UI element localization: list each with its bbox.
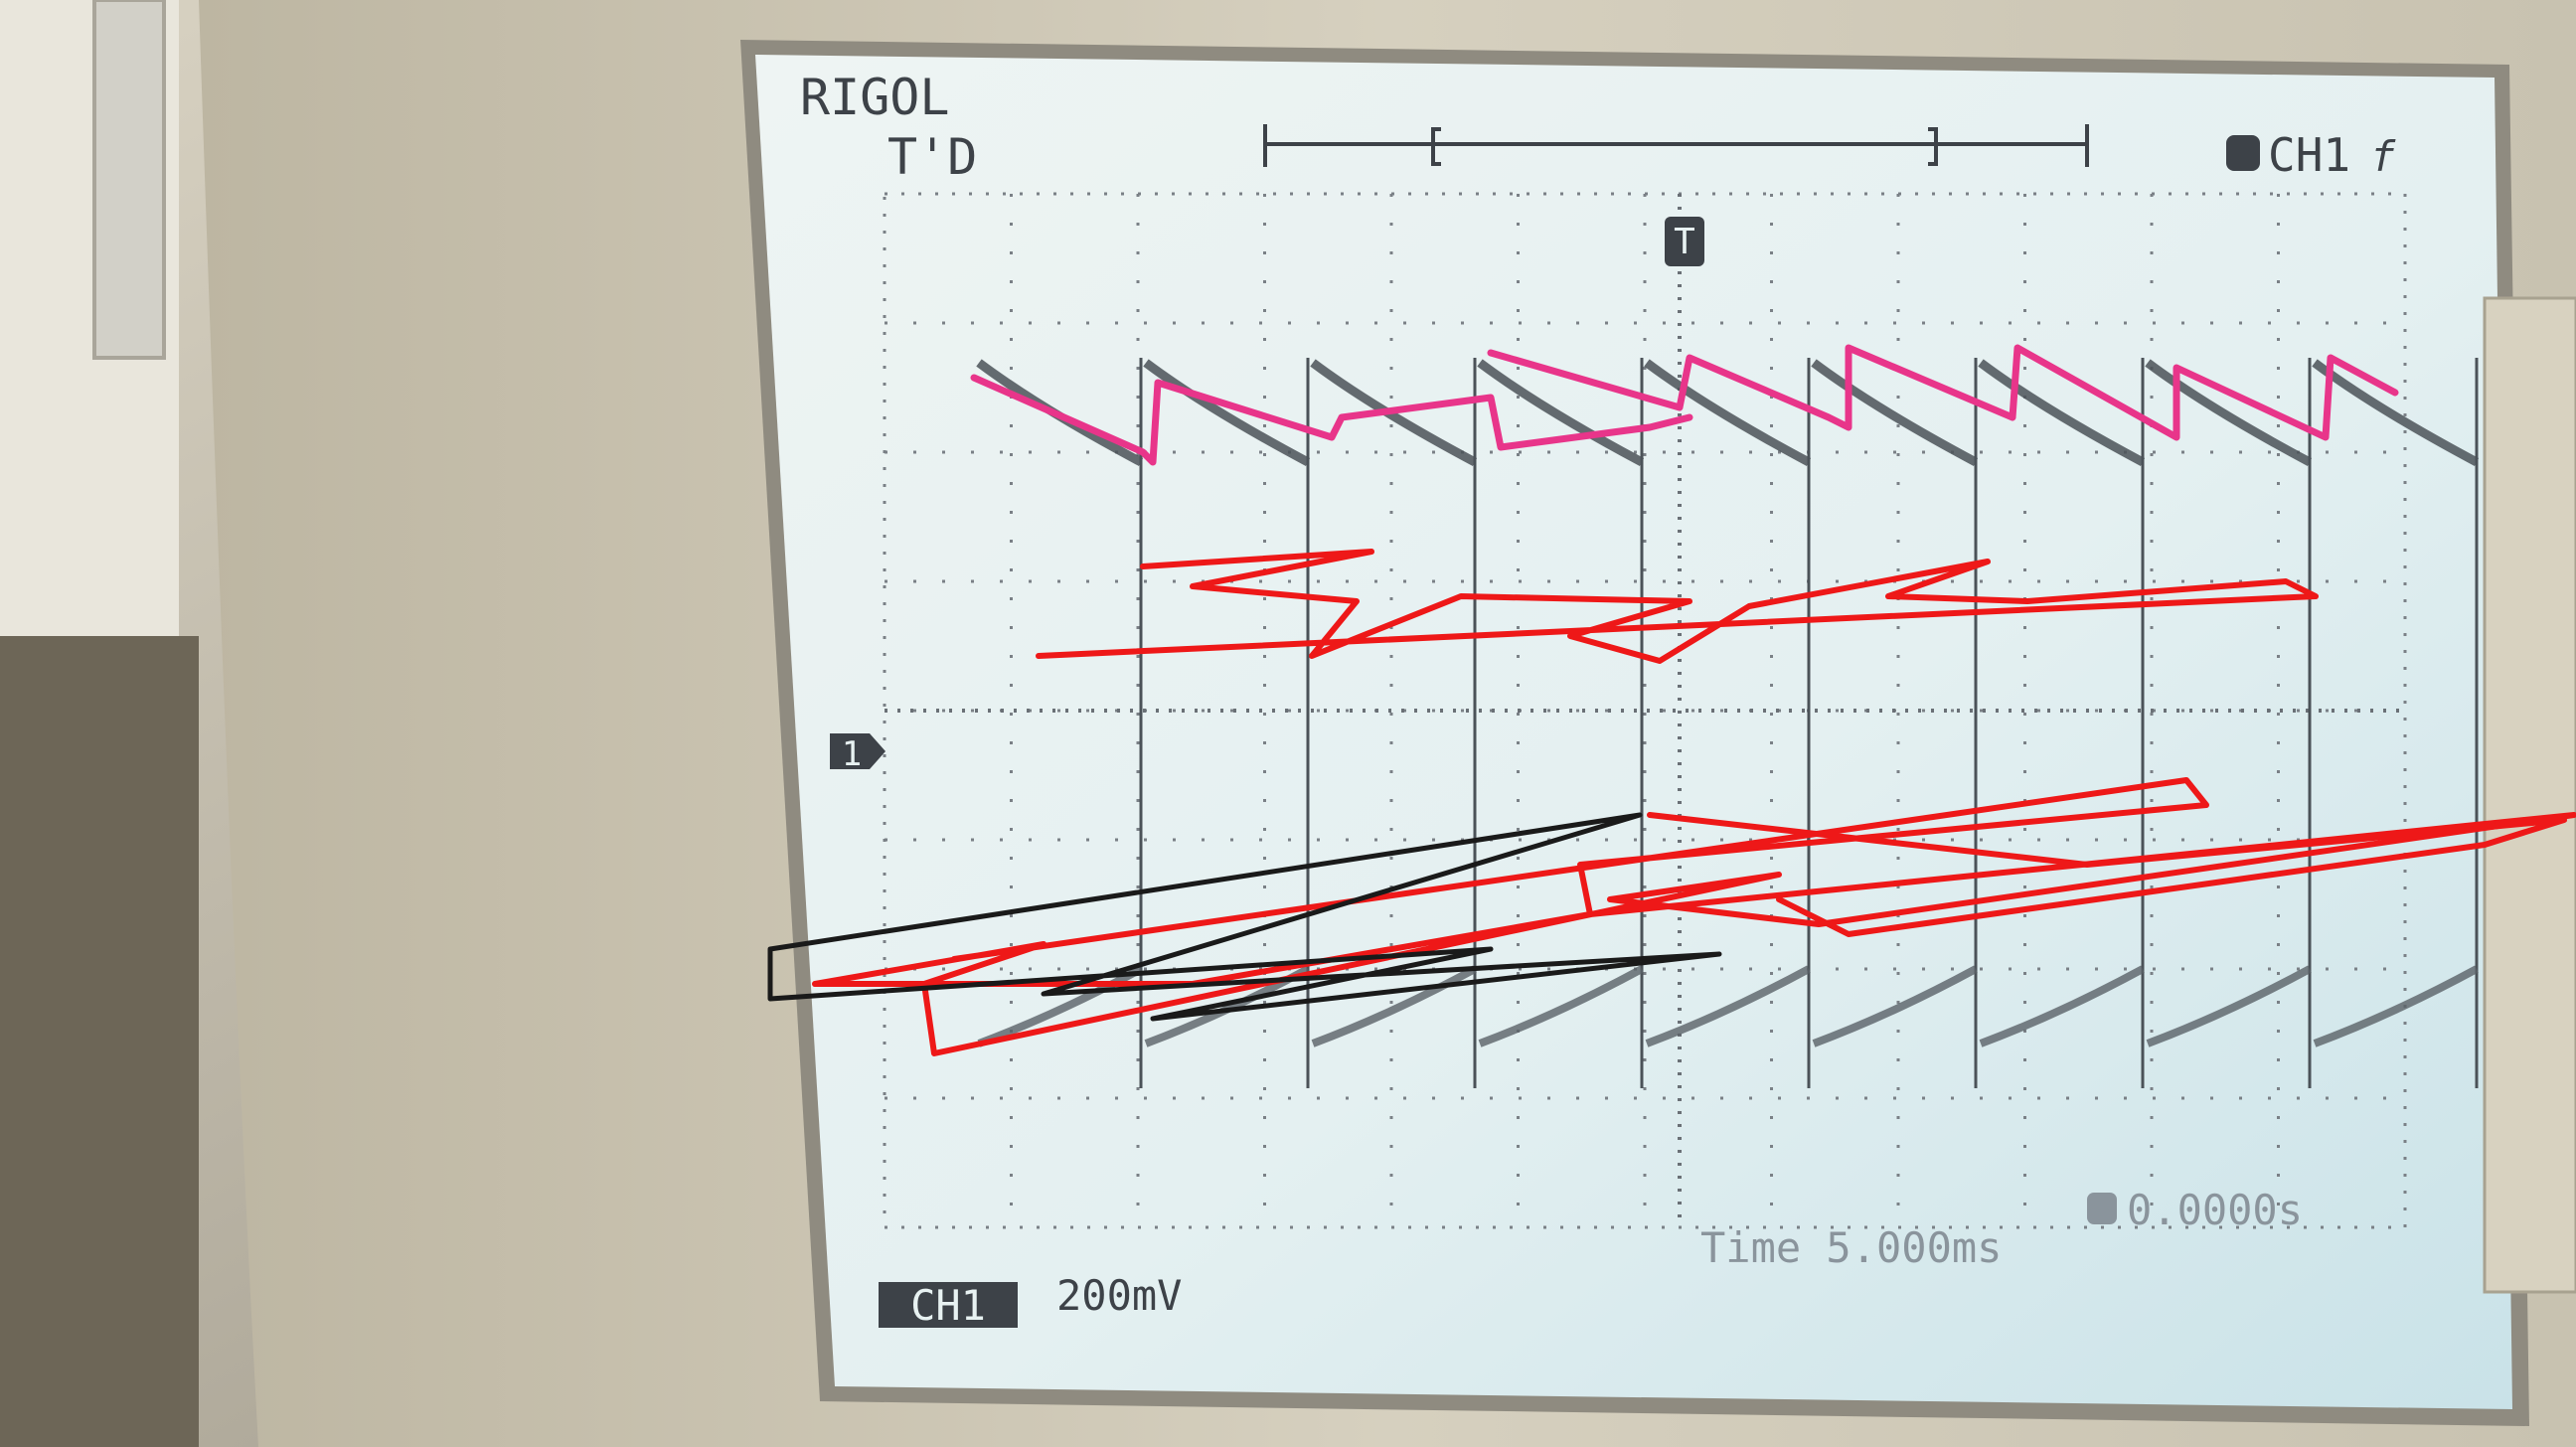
pink-overlay bbox=[1487, 344, 2399, 441]
volt-scale: 200mV bbox=[1056, 1271, 1182, 1320]
soft-keys bbox=[2483, 296, 2576, 1294]
trigger-offset: 0.0000s bbox=[2127, 1186, 2303, 1234]
waveform bbox=[976, 358, 2480, 1088]
timebase: Time 5.000ms bbox=[1700, 1223, 2002, 1272]
switch-plate bbox=[92, 0, 166, 360]
red-scribble bbox=[1647, 812, 2567, 937]
scribbles bbox=[767, 344, 2576, 1056]
box-left bbox=[0, 636, 199, 1447]
grid bbox=[883, 192, 2407, 1229]
trigger-marker-label: T bbox=[1674, 222, 1695, 262]
trigger-icon bbox=[2226, 135, 2260, 171]
red-scribble bbox=[1036, 549, 2319, 664]
memory-window bbox=[1431, 127, 1938, 166]
brand: RIGOL bbox=[800, 69, 950, 126]
black-scribble bbox=[767, 812, 1722, 1022]
pink-overlay bbox=[970, 374, 1693, 466]
trigger-marker bbox=[1665, 217, 1704, 266]
offset-icon bbox=[2087, 1193, 2117, 1224]
channel-marker bbox=[830, 733, 886, 769]
mode: T'D bbox=[887, 128, 977, 186]
channel-marker-label: 1 bbox=[842, 734, 862, 774]
trigger-edge: f bbox=[2370, 132, 2396, 181]
channel-badge bbox=[879, 1282, 1018, 1328]
trigger-source: CH1 bbox=[2268, 128, 2350, 182]
channel-label: CH1 bbox=[910, 1281, 986, 1330]
red-scribble bbox=[812, 777, 2576, 1056]
